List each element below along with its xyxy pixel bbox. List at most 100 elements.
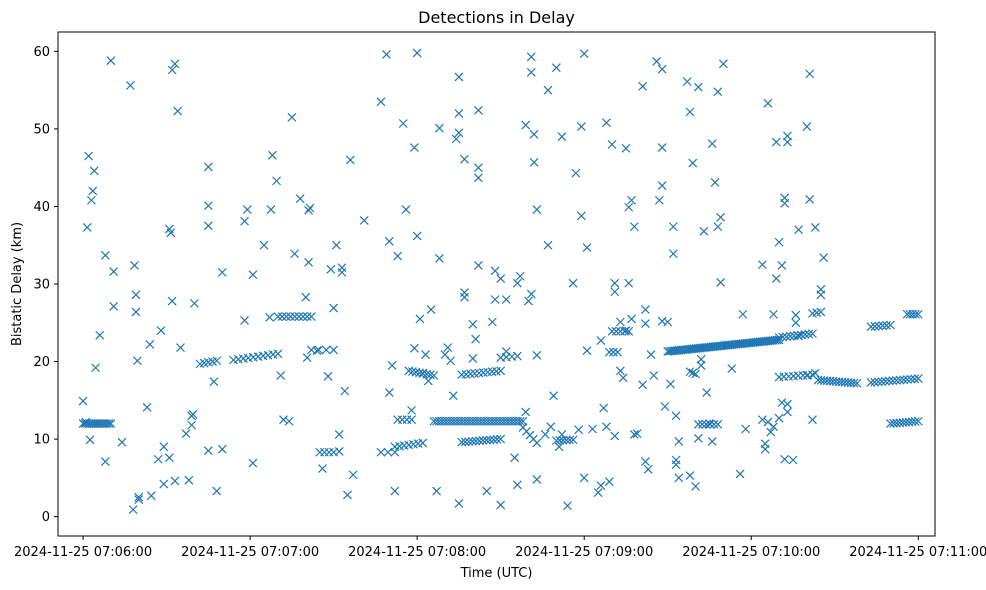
data-point	[771, 274, 781, 283]
y-axis-label: Bistatic Delay (km)	[10, 222, 25, 346]
data-point	[319, 447, 329, 457]
data-point	[691, 369, 700, 379]
data-point	[337, 263, 347, 273]
data-point	[810, 368, 820, 378]
data-point	[713, 87, 723, 97]
data-point	[882, 320, 891, 330]
data-point	[557, 430, 567, 439]
data-point	[359, 215, 369, 225]
data-point	[763, 417, 773, 427]
data-point	[819, 253, 829, 263]
data-point	[91, 419, 101, 428]
data-point	[646, 350, 656, 359]
data-point	[913, 374, 923, 384]
data-point	[176, 343, 185, 353]
data-point	[340, 386, 350, 396]
data-point	[464, 437, 474, 447]
data-point	[451, 134, 461, 144]
data-point	[164, 453, 174, 463]
data-point	[899, 375, 909, 385]
data-point	[627, 195, 636, 205]
data-point	[407, 415, 417, 425]
x-axis: 2024-11-25 07:06:00 2024-11-25 07:07:00 20…	[14, 536, 986, 560]
data-point	[512, 351, 522, 361]
data-point	[532, 205, 542, 214]
x-tick-label: 2024-11-25 07:11:00	[849, 545, 986, 560]
data-point	[334, 430, 344, 439]
data-point	[532, 350, 542, 360]
data-point	[529, 157, 539, 167]
data-point	[638, 81, 648, 91]
data-point	[423, 376, 433, 386]
data-point	[134, 492, 144, 502]
data-point	[290, 249, 300, 259]
data-point	[641, 319, 650, 328]
data-point	[518, 416, 528, 426]
data-points	[78, 48, 923, 515]
data-point	[757, 415, 767, 425]
data-point	[770, 335, 780, 345]
x-tick-label: 2024-11-25 07:09:00	[515, 545, 653, 560]
data-point	[97, 419, 107, 428]
data-point	[579, 473, 589, 483]
data-point	[529, 129, 539, 139]
data-point	[203, 446, 213, 456]
data-point	[551, 63, 561, 73]
data-point	[769, 309, 778, 319]
data-point	[611, 326, 621, 336]
data-point	[496, 434, 506, 444]
data-point	[134, 495, 144, 504]
data-point	[329, 303, 339, 313]
data-point	[81, 417, 91, 427]
data-point	[561, 435, 571, 445]
data-point	[287, 112, 297, 122]
data-point	[337, 267, 347, 277]
y-tick-label: 30	[33, 278, 50, 293]
data-point	[791, 310, 801, 320]
data-point	[100, 457, 110, 466]
data-point	[757, 260, 767, 270]
data-point	[774, 333, 784, 342]
data-point	[607, 326, 617, 336]
data-point	[610, 431, 620, 441]
data-point	[624, 202, 634, 212]
data-point	[473, 163, 483, 173]
data-point	[629, 222, 639, 232]
data-point	[878, 321, 888, 331]
data-point	[345, 155, 355, 165]
data-point	[290, 312, 300, 321]
data-point	[699, 226, 709, 236]
data-point	[376, 97, 386, 107]
data-point	[697, 419, 707, 429]
y-tick-label: 40	[33, 200, 50, 215]
data-point	[515, 271, 525, 281]
data-point	[91, 363, 101, 373]
data-point	[777, 260, 787, 270]
data-point	[435, 253, 444, 263]
data-point	[397, 415, 407, 425]
data-point	[326, 264, 336, 274]
data-point	[668, 222, 678, 232]
data-point	[873, 377, 883, 387]
data-point	[203, 162, 213, 172]
data-point	[454, 72, 464, 82]
data-point	[276, 371, 286, 380]
data-point	[474, 436, 484, 446]
data-point	[783, 399, 792, 409]
data-point	[106, 419, 116, 428]
data-point	[426, 305, 436, 315]
y-tick-label: 0	[42, 510, 50, 525]
data-point	[482, 486, 492, 496]
data-point	[294, 312, 304, 321]
data-point	[259, 240, 269, 250]
data-point	[568, 435, 578, 445]
data-point	[265, 312, 275, 322]
data-point	[100, 250, 110, 260]
data-point	[273, 312, 283, 321]
data-point	[805, 69, 815, 79]
data-point	[314, 345, 324, 355]
data-point	[599, 403, 609, 413]
data-point	[685, 107, 695, 117]
data-point	[713, 222, 723, 232]
data-point	[203, 201, 213, 211]
